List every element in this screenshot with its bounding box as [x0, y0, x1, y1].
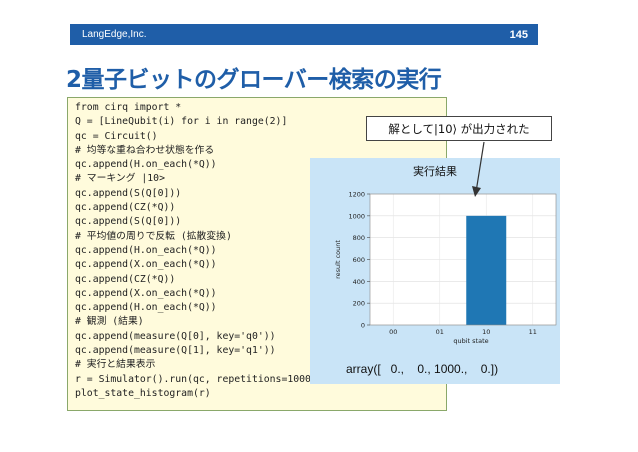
- code-line: qc.append(H.on_each(*Q)): [75, 244, 217, 256]
- code-line: qc.append(measure(Q[1], key='q1')): [75, 345, 276, 357]
- code-line: r = Simulator().run(qc, repetitions=1000…: [75, 373, 317, 385]
- x-tick-label: 10: [482, 328, 490, 336]
- code-line: qc.append(S(Q[0])): [75, 216, 182, 228]
- y-tick-label: 1000: [348, 212, 365, 220]
- code-line: qc.append(X.on_each(*Q)): [75, 259, 217, 271]
- state-histogram-chart: 0 200 400 600 800 1000 1200 00 01 10 11 qubit state…: [334, 191, 557, 345]
- code-line: qc.append(CZ(*Q)): [75, 202, 176, 214]
- header-bar: LangEdge,Inc. 145: [70, 24, 538, 45]
- y-tick-label: 200: [353, 300, 365, 308]
- code-line: # 平均値の周りで反転 (拡散変換): [75, 230, 232, 242]
- code-line: # 観測 (結果): [75, 316, 144, 328]
- code-line: qc.append(S(Q[0])): [75, 187, 182, 199]
- code-line: # 実行と結果表示: [75, 359, 156, 371]
- code-line: qc.append(X.on_each(*Q)): [75, 287, 217, 299]
- result-label: 実行結果: [413, 165, 457, 178]
- bar-10: [466, 215, 507, 325]
- code-line: from cirq import *: [75, 102, 182, 113]
- code-line: qc.append(CZ(*Q)): [75, 273, 176, 285]
- result-array-text: array([ 0., 0., 1000., 0.]): [346, 362, 499, 376]
- y-tick-label: 400: [353, 278, 365, 286]
- y-axis-label: result count: [334, 240, 342, 279]
- x-tick-label: 11: [529, 328, 537, 336]
- code-line: qc = Circuit(): [75, 130, 158, 142]
- y-tick-label: 600: [353, 256, 365, 264]
- code-line: qc.append(measure(Q[0], key='q0')): [75, 330, 276, 342]
- code-line: plot_state_histogram(r): [75, 387, 211, 399]
- y-tick-label: 800: [353, 234, 365, 242]
- page-number: 145: [509, 28, 528, 41]
- code-line: Q = [LineQubit(i) for i in range(2)]: [75, 116, 288, 128]
- code-line: # マーキング |10>: [75, 173, 165, 185]
- y-tick-label: 0: [361, 322, 365, 330]
- x-axis-label: qubit state: [453, 337, 488, 345]
- x-tick-label: 00: [389, 328, 397, 336]
- result-callout: 解として|10⟩ が出力された: [366, 116, 552, 141]
- callout-arrow: [472, 141, 485, 197]
- company-name: LangEdge,Inc.: [82, 29, 147, 40]
- code-line: qc.append(H.on_each(*Q)): [75, 302, 217, 314]
- slide-title: 2量子ビットのグローバー検索の実行: [66, 67, 442, 93]
- code-line: # 均等な重ね合わせ状態を作る: [75, 144, 215, 156]
- y-tick-label: 1200: [348, 191, 365, 199]
- code-line: qc.append(H.on_each(*Q)): [75, 159, 217, 171]
- x-tick-label: 01: [436, 328, 444, 336]
